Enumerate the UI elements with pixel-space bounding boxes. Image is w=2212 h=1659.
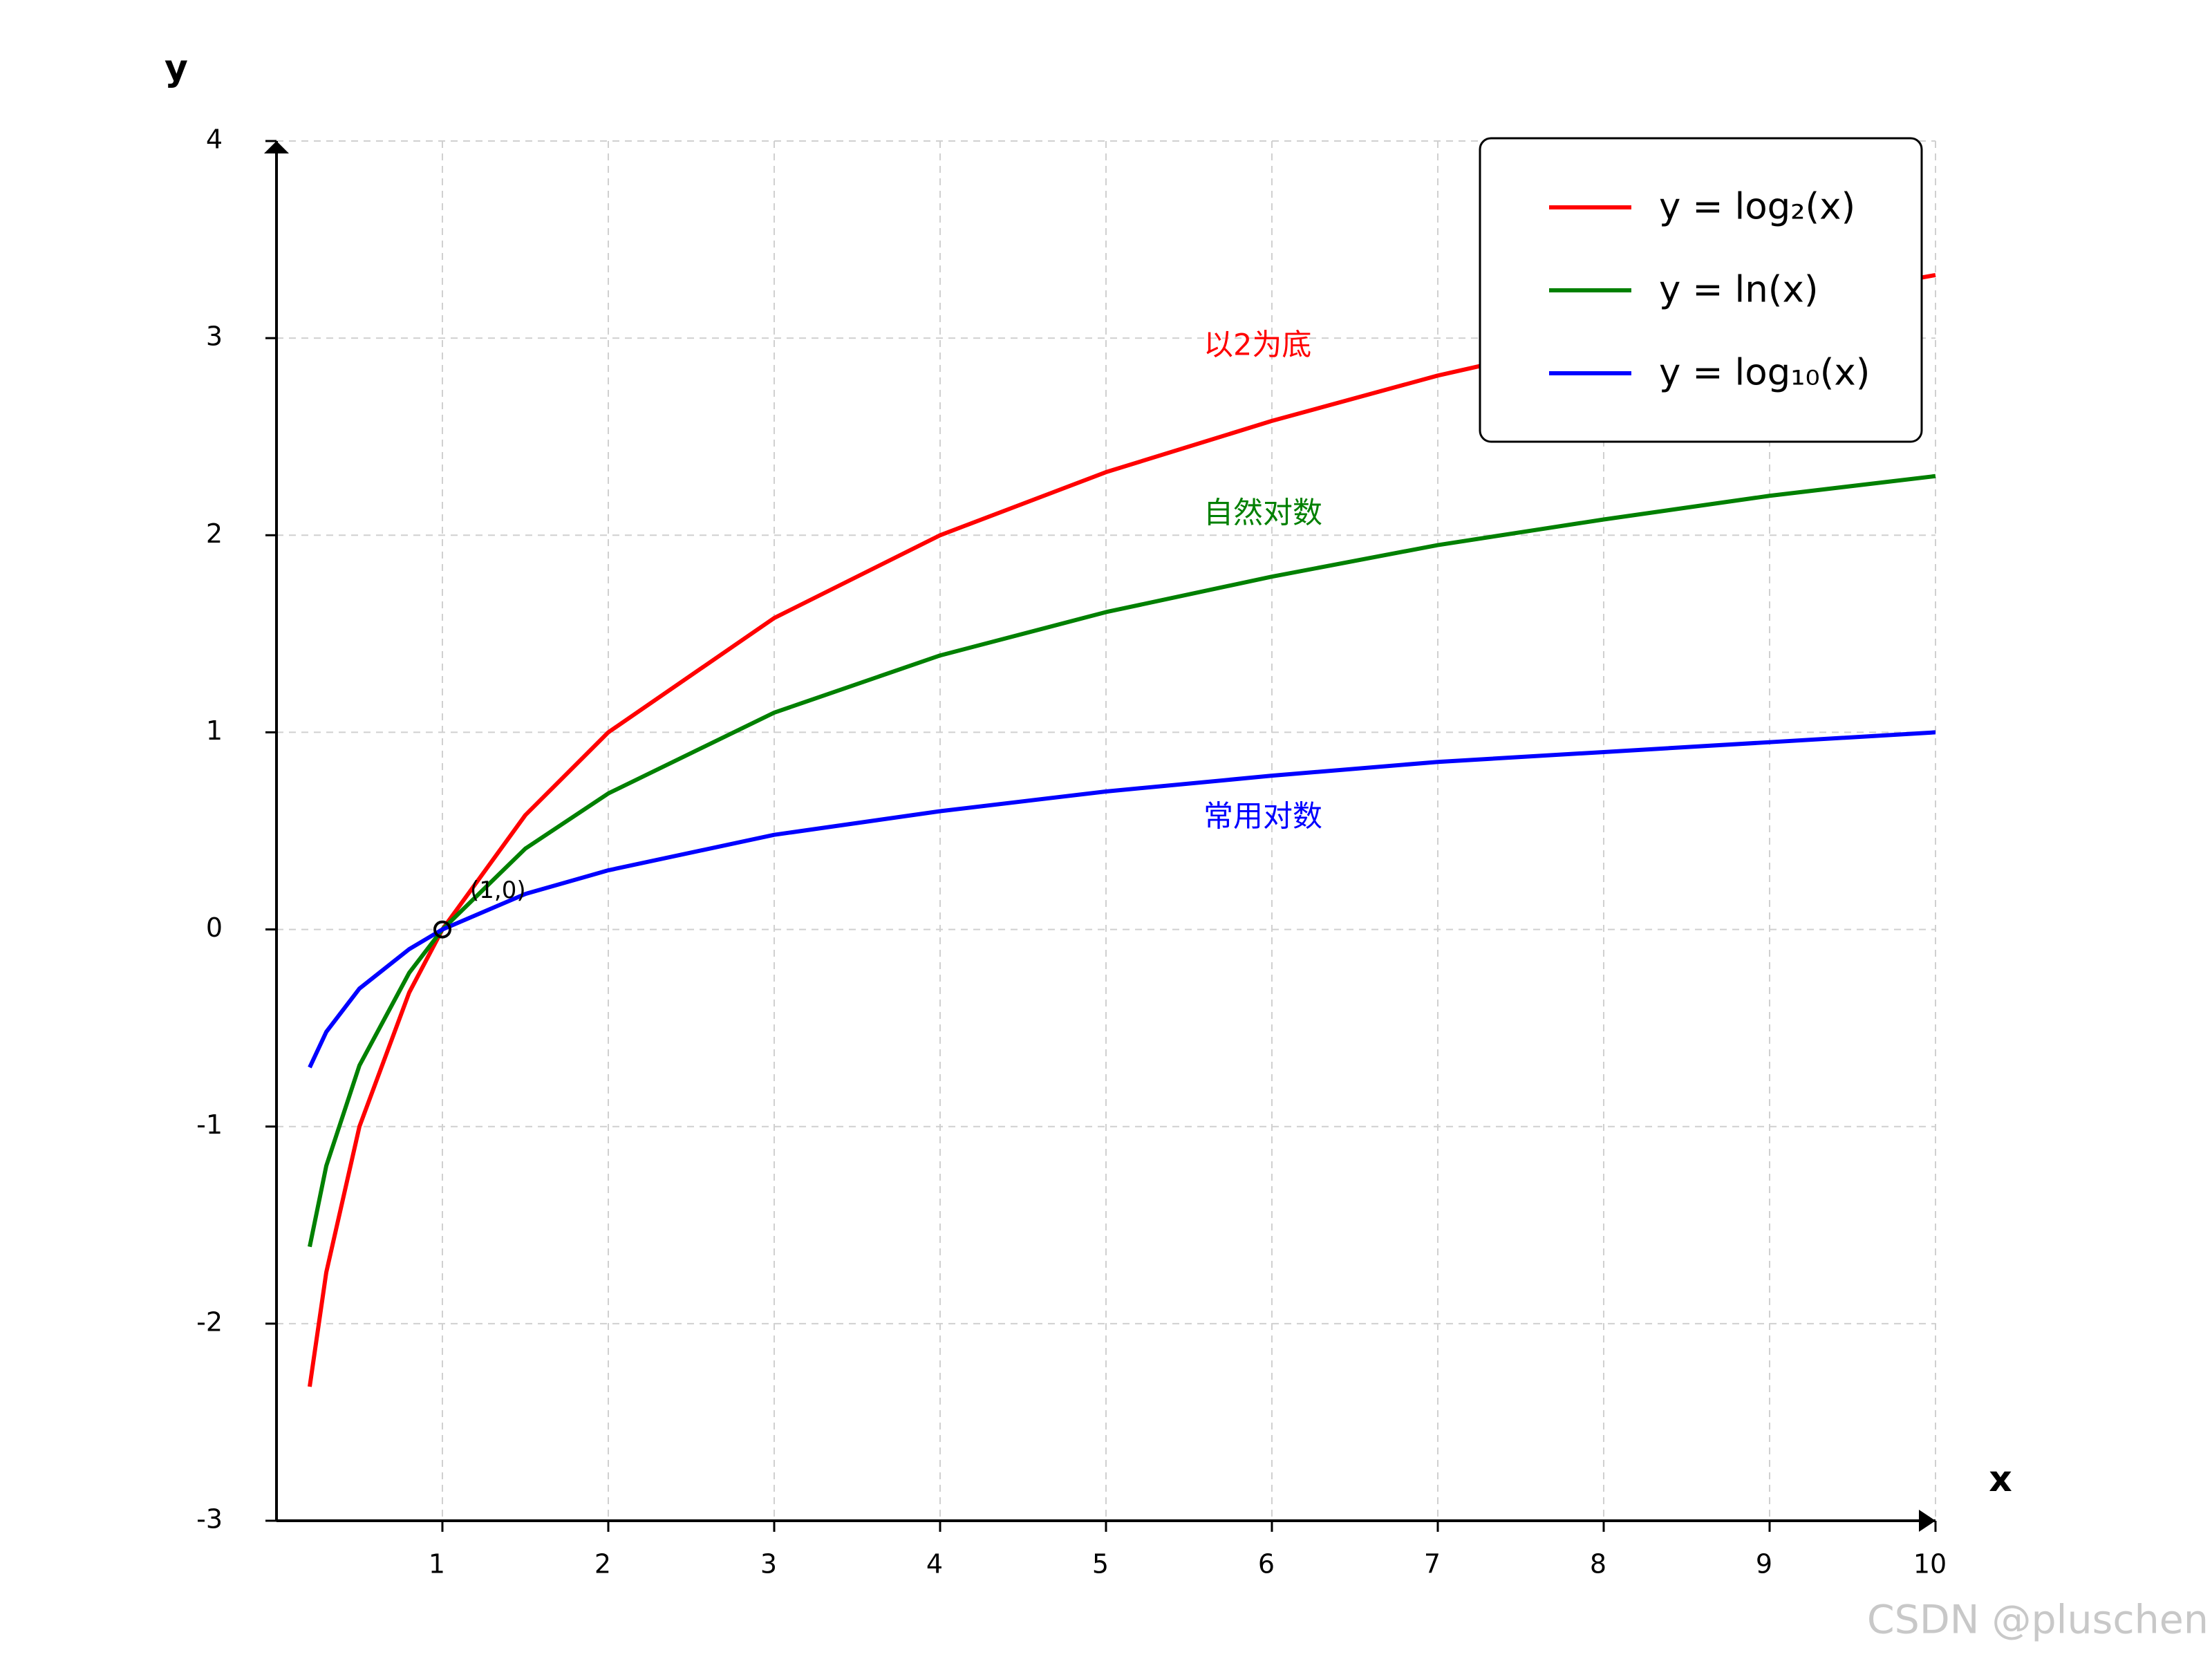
legend-box xyxy=(1479,137,1923,443)
x-tick-label: 6 xyxy=(1258,1549,1275,1580)
y-tick-label: -3 xyxy=(196,1504,223,1535)
annotation: 以2为底 xyxy=(1203,328,1311,363)
y-tick-label: 2 xyxy=(206,518,223,549)
y-tick-label: 3 xyxy=(206,321,223,352)
watermark: CSDN @pluschen xyxy=(1867,1597,2209,1643)
x-axis-label: x xyxy=(1989,1459,2012,1500)
annotation: 自然对数 xyxy=(1203,496,1322,531)
x-tick-label: 9 xyxy=(1756,1549,1772,1580)
y-axis-arrow xyxy=(264,141,289,153)
y-tick-label: 0 xyxy=(206,912,223,943)
y-tick-label: -1 xyxy=(196,1109,223,1140)
y-tick-label: 4 xyxy=(206,124,223,155)
legend-label: y = log₁₀(x) xyxy=(1659,352,1870,394)
x-tick-label: 8 xyxy=(1590,1549,1606,1580)
legend-label: y = log₂(x) xyxy=(1659,186,1855,228)
series-line xyxy=(308,730,1936,1069)
y-axis-label: y xyxy=(165,48,188,89)
x-tick-label: 5 xyxy=(1092,1549,1109,1580)
series-line xyxy=(308,474,1936,1248)
x-tick-label: 4 xyxy=(926,1549,943,1580)
x-axis-arrow xyxy=(1919,1510,1936,1532)
y-tick-label: 1 xyxy=(206,715,223,746)
x-tick-label: 2 xyxy=(594,1549,611,1580)
x-tick-label: 3 xyxy=(760,1549,777,1580)
x-tick-label: 10 xyxy=(1913,1549,1947,1580)
legend-label: y = ln(x) xyxy=(1659,269,1819,311)
x-tick-label: 1 xyxy=(429,1549,445,1580)
y-tick-label: -2 xyxy=(196,1306,223,1337)
point-label: (1,0) xyxy=(470,877,526,904)
annotation: 常用对数 xyxy=(1203,800,1322,834)
point-marker xyxy=(433,920,451,939)
x-tick-label: 7 xyxy=(1424,1549,1441,1580)
